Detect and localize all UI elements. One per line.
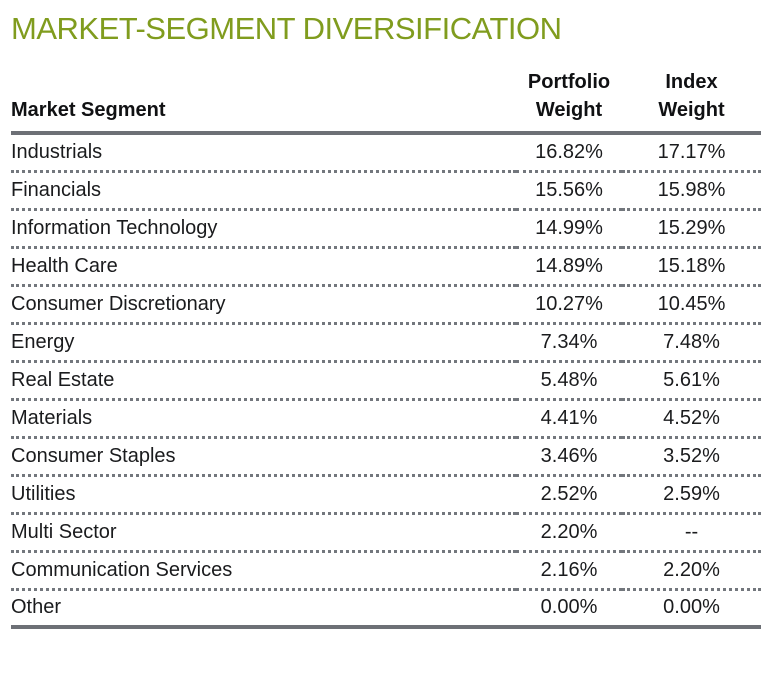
table-row: Materials 4.41% 4.52% bbox=[11, 399, 761, 439]
cell-portfolio-weight: 2.52% bbox=[516, 475, 622, 515]
cell-portfolio-weight: 14.89% bbox=[516, 247, 622, 287]
cell-index-weight: 0.00% bbox=[622, 589, 761, 630]
table-row: Real Estate 5.48% 5.61% bbox=[11, 361, 761, 401]
table-row: Energy 7.34% 7.48% bbox=[11, 323, 761, 363]
cell-portfolio-weight: 2.16% bbox=[516, 551, 622, 591]
cell-index-weight: 5.61% bbox=[622, 361, 761, 401]
table-body: Industrials 16.82% 17.17% Financials 15.… bbox=[11, 133, 761, 630]
table-row: Utilities 2.52% 2.59% bbox=[11, 475, 761, 515]
section-title: MARKET-SEGMENT DIVERSIFICATION bbox=[11, 11, 562, 46]
cell-index-weight: 15.29% bbox=[622, 209, 761, 249]
cell-portfolio-weight: 15.56% bbox=[516, 171, 622, 211]
cell-portfolio-weight: 0.00% bbox=[516, 589, 622, 630]
table-row: Other 0.00% 0.00% bbox=[11, 589, 761, 630]
cell-market-segment: Consumer Discretionary bbox=[11, 285, 516, 325]
table-row: Consumer Staples 3.46% 3.52% bbox=[11, 437, 761, 477]
cell-index-weight: 4.52% bbox=[622, 399, 761, 439]
table-row: Financials 15.56% 15.98% bbox=[11, 171, 761, 211]
cell-market-segment: Health Care bbox=[11, 247, 516, 287]
cell-portfolio-weight: 10.27% bbox=[516, 285, 622, 325]
table-row: Industrials 16.82% 17.17% bbox=[11, 133, 761, 173]
table-header: Market Segment Portfolio Weight Index We… bbox=[11, 68, 761, 136]
cell-portfolio-weight: 14.99% bbox=[516, 209, 622, 249]
cell-index-weight: 17.17% bbox=[622, 133, 761, 173]
header-row: Market Segment Portfolio Weight Index We… bbox=[11, 68, 761, 136]
cell-index-weight: 2.59% bbox=[622, 475, 761, 515]
cell-portfolio-weight: 2.20% bbox=[516, 513, 622, 553]
cell-index-weight: 15.98% bbox=[622, 171, 761, 211]
table-row: Health Care 14.89% 15.18% bbox=[11, 247, 761, 287]
cell-market-segment: Communication Services bbox=[11, 551, 516, 591]
cell-index-weight: 7.48% bbox=[622, 323, 761, 363]
cell-index-weight: 2.20% bbox=[622, 551, 761, 591]
cell-index-weight: 10.45% bbox=[622, 285, 761, 325]
cell-index-weight: 3.52% bbox=[622, 437, 761, 477]
table-row: Multi Sector 2.20% -- bbox=[11, 513, 761, 553]
cell-market-segment: Multi Sector bbox=[11, 513, 516, 553]
cell-index-weight: -- bbox=[622, 513, 761, 553]
cell-market-segment: Information Technology bbox=[11, 209, 516, 249]
table-row: Consumer Discretionary 10.27% 10.45% bbox=[11, 285, 761, 325]
cell-market-segment: Other bbox=[11, 589, 516, 630]
cell-portfolio-weight: 16.82% bbox=[516, 133, 622, 173]
market-segment-table: Market Segment Portfolio Weight Index We… bbox=[11, 68, 761, 630]
cell-market-segment: Financials bbox=[11, 171, 516, 211]
cell-portfolio-weight: 4.41% bbox=[516, 399, 622, 439]
cell-market-segment: Utilities bbox=[11, 475, 516, 515]
cell-portfolio-weight: 3.46% bbox=[516, 437, 622, 477]
cell-index-weight: 15.18% bbox=[622, 247, 761, 287]
col-header-market-segment: Market Segment bbox=[11, 68, 516, 136]
col-header-index-weight: Index Weight bbox=[622, 68, 761, 136]
cell-market-segment: Consumer Staples bbox=[11, 437, 516, 477]
cell-market-segment: Real Estate bbox=[11, 361, 516, 401]
cell-portfolio-weight: 7.34% bbox=[516, 323, 622, 363]
table-row: Information Technology 14.99% 15.29% bbox=[11, 209, 761, 249]
table-row: Communication Services 2.16% 2.20% bbox=[11, 551, 761, 591]
cell-market-segment: Energy bbox=[11, 323, 516, 363]
cell-portfolio-weight: 5.48% bbox=[516, 361, 622, 401]
cell-market-segment: Industrials bbox=[11, 133, 516, 173]
col-header-portfolio-weight: Portfolio Weight bbox=[516, 68, 622, 136]
cell-market-segment: Materials bbox=[11, 399, 516, 439]
